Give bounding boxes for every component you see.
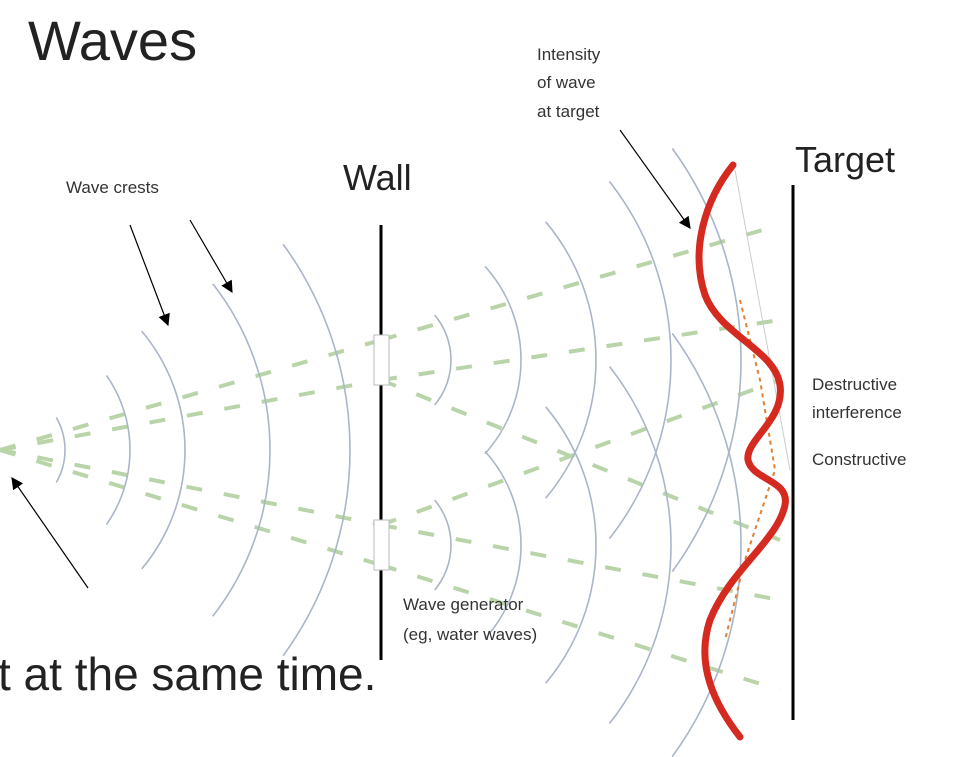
- title: Waves: [28, 9, 197, 72]
- label: of wave: [537, 73, 596, 92]
- label: Constructive: [812, 450, 906, 469]
- diagram: Waves Intensity of wave at target Wall T…: [0, 0, 954, 757]
- label: at target: [537, 102, 600, 121]
- label: Destructive: [812, 375, 897, 394]
- label: interference: [812, 403, 902, 422]
- label: Wave generator: [403, 595, 524, 614]
- label: Intensity: [537, 45, 601, 64]
- slit: [374, 520, 389, 570]
- label: Wave crests: [66, 178, 159, 197]
- label: (eg, water waves): [403, 625, 537, 644]
- label: Target: [795, 139, 895, 180]
- slit: [374, 335, 389, 385]
- caption: t at the same time.: [0, 648, 376, 700]
- label: Wall: [343, 157, 412, 198]
